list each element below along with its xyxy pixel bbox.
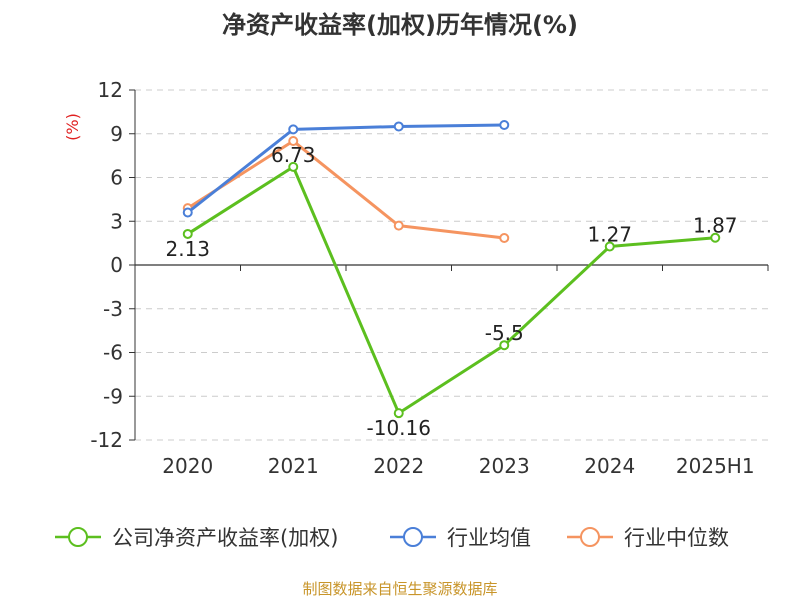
data-labels: 12 9 6 3 0 -3 -6 -9 -12 2020 2021 2022 2023 2024 2025H… <box>90 78 754 478</box>
source-note: 制图数据来自恒生聚源数据库 <box>302 580 497 598</box>
legend-swatch-marker <box>580 527 600 547</box>
x-tick-label: 2025H1 <box>676 454 755 478</box>
legend-label: 行业均值 <box>447 526 531 550</box>
legend: 公司净资产收益率(加权) 行业均值 行业中位数 <box>55 526 729 550</box>
series-point <box>604 241 615 252</box>
series-point <box>393 220 404 231</box>
data-label: 1.27 <box>587 222 632 246</box>
series-line <box>186 123 505 214</box>
legend-swatch-marker <box>68 527 88 547</box>
y-tick-label: -12 <box>90 428 123 452</box>
x-tick-label: 2023 <box>479 454 530 478</box>
series-point <box>182 228 193 239</box>
y-tick-label: -9 <box>103 384 123 408</box>
legend-swatch-marker <box>403 527 423 547</box>
data-label: -5.5 <box>485 321 524 345</box>
legend-item: 行业均值 <box>390 526 531 550</box>
legend-item: 行业中位数 <box>567 526 729 550</box>
series-point <box>499 233 510 244</box>
y-tick-label: -6 <box>103 341 123 365</box>
series-point <box>710 232 721 243</box>
series-point <box>288 161 299 172</box>
y-tick-label: -3 <box>103 297 123 321</box>
data-label: 2.13 <box>165 237 210 261</box>
y-tick-label: 12 <box>98 78 123 102</box>
series-point <box>393 121 404 132</box>
series-point <box>393 408 404 419</box>
x-tick-label: 2024 <box>584 454 635 478</box>
legend-label: 公司净资产收益率(加权) <box>112 526 338 550</box>
data-label: -10.16 <box>367 416 431 440</box>
y-tick-label: 0 <box>110 253 123 277</box>
legend-label: 行业中位数 <box>624 526 729 550</box>
x-tick-label: 2020 <box>162 454 213 478</box>
y-axis-label: (%) <box>63 113 82 141</box>
y-tick-label: 3 <box>110 209 123 233</box>
series-point <box>288 136 299 147</box>
series-point <box>499 340 510 351</box>
x-tick-label: 2022 <box>373 454 424 478</box>
y-tick-label: 9 <box>110 122 123 146</box>
data-label: 1.87 <box>693 214 738 238</box>
series-point <box>288 124 299 135</box>
x-tick-label: 2021 <box>268 454 319 478</box>
series-point <box>182 207 193 218</box>
legend-item: 公司净资产收益率(加权) <box>55 526 338 550</box>
series-line <box>186 165 716 415</box>
series-point <box>499 120 510 130</box>
series <box>182 120 721 419</box>
axes <box>129 89 769 441</box>
data-label: 6.73 <box>271 143 316 167</box>
y-tick-label: 6 <box>110 166 123 190</box>
chart-title: 净资产收益率(加权)历年情况(%) <box>222 11 578 39</box>
series-line <box>186 139 505 240</box>
